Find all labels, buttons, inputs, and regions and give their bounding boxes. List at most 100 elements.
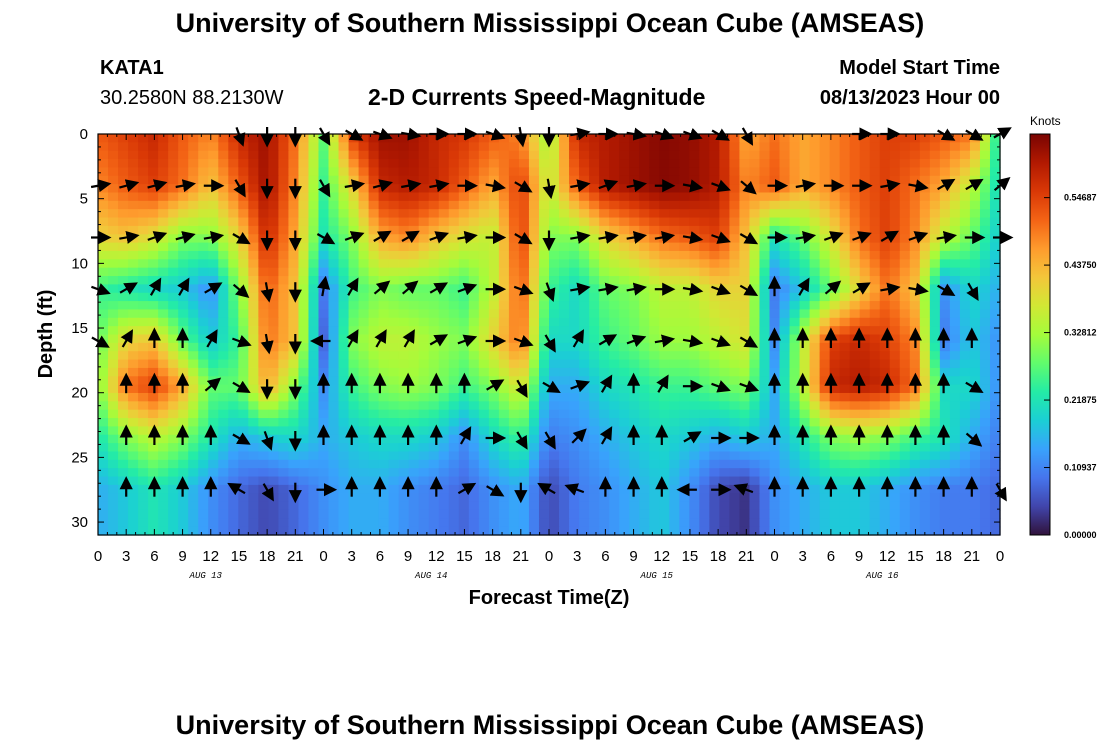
heatmap-cell [679,317,690,327]
heatmap-cell [188,409,199,419]
heatmap-cell [919,367,931,377]
heatmap-cell [528,518,540,528]
heatmap-cell [619,276,630,285]
heatmap-cell [178,459,189,469]
heatmap-cell [589,468,600,478]
heatmap-cell [799,334,811,344]
heatmap-cell [518,267,530,277]
heatmap-cell [488,175,500,185]
heatmap-cell [919,334,931,344]
heatmap-cell [709,376,720,386]
heatmap-cell [699,451,710,461]
heatmap-cell [188,342,199,352]
heatmap-cell [478,309,490,319]
heatmap-cell [829,159,841,169]
heatmap-cell [649,342,660,352]
heatmap-cell [398,242,410,252]
heatmap-cell [599,167,610,177]
heatmap-cell [138,409,149,419]
heatmap-cell [749,426,761,436]
heatmap-cell [829,418,841,427]
heatmap-cell [659,267,670,277]
heatmap-cell [508,192,520,202]
heatmap-cell [398,267,410,277]
heatmap-cell [358,267,370,277]
heatmap-cell [909,418,921,427]
current-direction-arrow [571,329,585,348]
heatmap-cell [559,234,570,244]
heatmap-cell [629,326,640,336]
heatmap-cell [328,200,340,210]
heatmap-cell [669,284,680,294]
current-direction-arrow [626,230,648,244]
heatmap-cell [769,459,781,469]
heatmap-cell [438,418,450,427]
heatmap-cell [779,192,791,202]
heatmap-cell [719,276,730,285]
heatmap-cell [168,392,179,402]
heatmap-cell [408,175,420,185]
heatmap-cell [168,426,179,436]
heatmap-cell [338,418,350,427]
heatmap-cell [689,292,700,302]
heatmap-cell [208,276,219,285]
heatmap-cell [869,493,881,503]
heatmap-cell [318,493,330,503]
heatmap-cell [639,392,650,402]
heatmap-cell [959,518,971,528]
heatmap-cell [959,309,971,319]
heatmap-cell [989,434,1001,444]
heatmap-cell [849,150,861,160]
heatmap-cell [518,209,530,219]
heatmap-cell [839,451,851,461]
heatmap-cell [759,209,771,219]
heatmap-cell [809,209,821,219]
heatmap-cell [969,242,981,252]
heatmap-cell [278,175,290,185]
heatmap-cell [819,167,831,177]
x-tick-label: 21 [963,548,980,565]
heatmap-cell [438,484,450,494]
heatmap-cell [629,526,640,536]
heatmap-cell [619,434,630,444]
heatmap-cell [108,209,119,219]
heatmap-cell [819,259,831,269]
heatmap-cell [358,301,370,311]
current-direction-arrow [880,179,901,193]
heatmap-cell [889,384,901,394]
heatmap-cell [909,301,921,311]
heatmap-cell [518,192,530,202]
heatmap-cell [248,443,259,453]
heatmap-cell [939,367,951,377]
heatmap-cell [248,292,259,302]
heatmap-cell [889,134,901,143]
heatmap-cell [308,376,320,386]
heatmap-cell [348,159,360,169]
heatmap-cell [298,509,310,519]
heatmap-cell [308,209,320,219]
heatmap-cell [218,434,229,444]
heatmap-cell [679,426,690,436]
heatmap-cell [749,192,761,202]
heatmap-cell [508,484,520,494]
heatmap-cell [619,426,630,436]
heatmap-cell [478,518,490,528]
heatmap-cell [328,175,340,185]
heatmap-cell [278,468,290,478]
heatmap-cell [358,384,370,394]
heatmap-cell [849,292,861,302]
heatmap-cell [609,359,620,369]
heatmap-cell [398,250,410,260]
heatmap-cell [208,217,219,227]
heatmap-cell [458,167,470,177]
heatmap-cell [168,334,179,344]
heatmap-cell [689,150,700,160]
heatmap-cell [218,376,229,386]
heatmap-cell [599,225,610,235]
heatmap-cell [178,359,189,369]
heatmap-cell [889,242,901,252]
heatmap-cell [438,376,450,386]
heatmap-cell [398,392,410,402]
heatmap-cell [979,409,991,419]
heatmap-cell [839,484,851,494]
